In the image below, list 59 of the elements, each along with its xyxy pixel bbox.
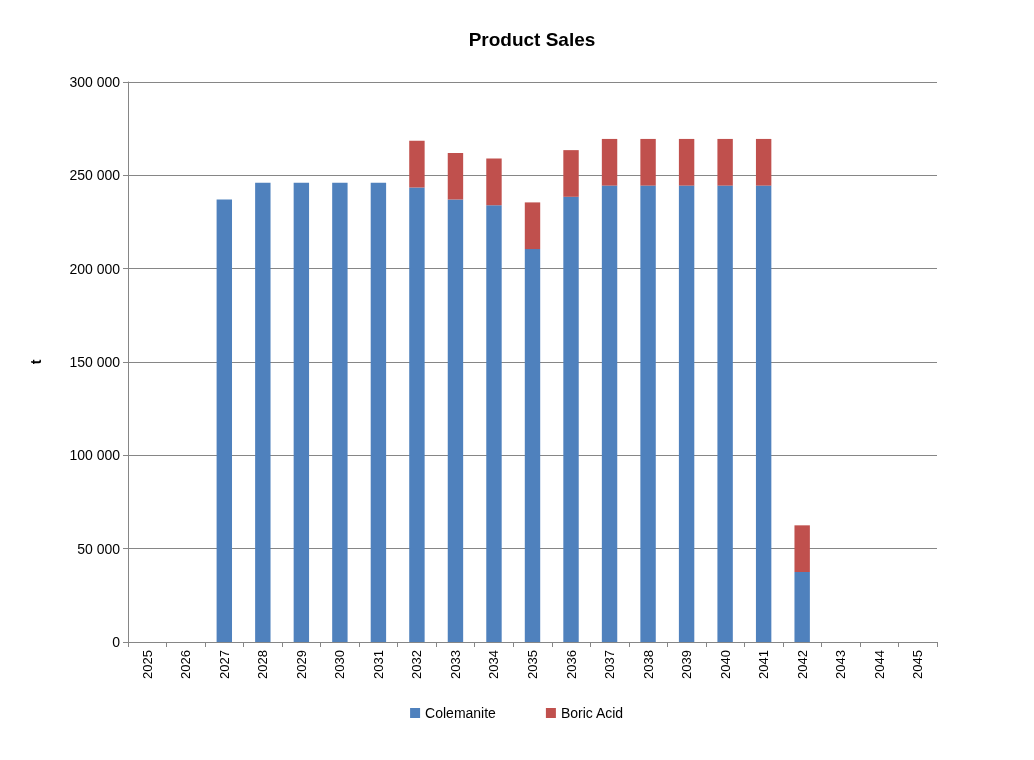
bar (794, 525, 810, 572)
x-tick-label: 2041 (756, 650, 772, 679)
bar (447, 199, 464, 642)
bar (563, 150, 579, 197)
bar (563, 196, 579, 642)
y-tick-label: 100 000 (69, 447, 121, 464)
x-tick-label: 2034 (486, 650, 502, 679)
bar (216, 199, 233, 642)
y-tick-label: 50 000 (77, 540, 121, 557)
bar (370, 182, 387, 642)
y-tick-label: 150 000 (69, 354, 121, 370)
x-tick-label: 2033 (447, 650, 463, 679)
bar (486, 205, 502, 642)
x-tick-label: 2025 (139, 650, 155, 679)
x-tick-label: 2027 (216, 650, 232, 679)
x-tick-label: 2028 (255, 650, 271, 679)
x-tick-label: 2040 (717, 650, 733, 679)
bar (717, 185, 733, 642)
y-tick-label: 0 (112, 634, 121, 650)
bar (255, 182, 271, 642)
x-tick-label: 2035 (525, 650, 540, 679)
bar (640, 185, 656, 642)
chart-title: Product Sales (468, 29, 596, 50)
bar (332, 182, 348, 642)
bar (755, 185, 772, 642)
x-tick-label: 2037 (602, 650, 618, 679)
bar (601, 185, 618, 642)
bar (524, 202, 541, 250)
y-axis-title: t (28, 359, 44, 365)
bar (640, 138, 656, 186)
x-tick-label: 2045 (910, 650, 926, 679)
x-tick-label: 2044 (871, 650, 887, 679)
y-tick-label: 250 000 (69, 167, 121, 184)
bar (717, 138, 733, 186)
bar (409, 187, 425, 642)
bar (678, 138, 695, 186)
x-tick-label: 2031 (370, 650, 386, 679)
x-tick-label: 2036 (563, 650, 579, 679)
x-tick-label: 2038 (640, 650, 656, 679)
legend-label: Boric Acid (560, 705, 624, 721)
bar (486, 158, 502, 206)
bar (678, 185, 695, 642)
x-tick-label: 2032 (409, 650, 425, 679)
bar (293, 182, 310, 642)
legend-label: Colemanite (425, 705, 497, 721)
bar (409, 140, 425, 188)
bar (601, 138, 618, 186)
x-tick-label: 2026 (178, 650, 194, 679)
bar (447, 152, 464, 200)
x-tick-label: 2029 (293, 650, 309, 679)
bar (755, 138, 772, 186)
x-tick-label: 2039 (679, 650, 695, 679)
bar (524, 249, 541, 642)
y-tick-label: 200 000 (69, 260, 121, 277)
x-tick-label: 2030 (332, 650, 348, 679)
bar (794, 572, 810, 642)
y-tick-label: 300 000 (69, 74, 121, 90)
x-tick-label: 2042 (794, 650, 810, 679)
x-tick-label: 2043 (833, 650, 849, 679)
